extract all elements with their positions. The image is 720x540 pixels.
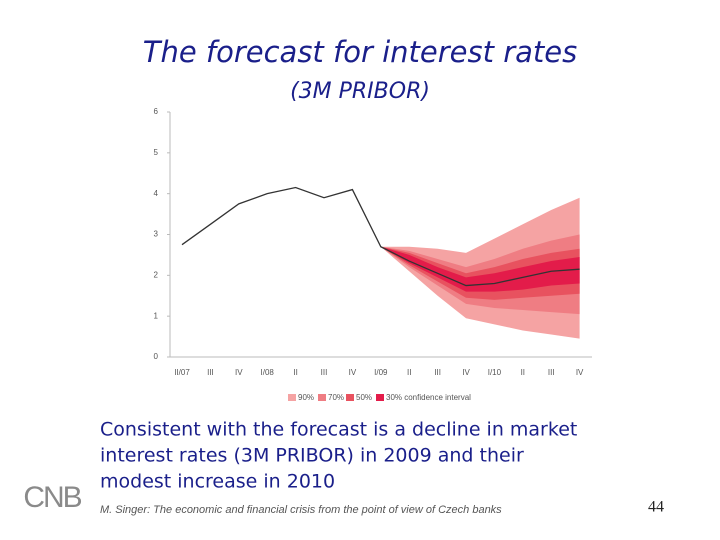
x-tick-label: IV bbox=[576, 368, 584, 377]
x-tick-label: III bbox=[434, 368, 441, 377]
body-text: Consistent with the forecast is a declin… bbox=[100, 419, 577, 441]
legend-label: 50% bbox=[356, 393, 372, 402]
forecast-line bbox=[181, 186, 580, 287]
legend-label: 90% bbox=[298, 393, 314, 402]
x-tick-label: IV bbox=[235, 368, 243, 377]
logo: CNB bbox=[23, 481, 81, 514]
confidence-band bbox=[380, 246, 580, 292]
x-tick-label: I/09 bbox=[374, 368, 388, 377]
footer: M. Singer: The economic and financial cr… bbox=[100, 504, 502, 516]
x-tick-label: II bbox=[407, 368, 411, 377]
x-tick-label: II bbox=[293, 368, 297, 377]
x-tick-label: III bbox=[548, 368, 555, 377]
page-number: 44 bbox=[648, 499, 664, 516]
y-tick-label: 0 bbox=[154, 352, 159, 361]
legend-swatch bbox=[376, 394, 384, 401]
body-text: modest increase in 2010 bbox=[100, 471, 335, 493]
y-tick-label: 6 bbox=[154, 107, 159, 116]
x-tick-label: III bbox=[321, 368, 328, 377]
body-text: interest rates (3M PRIBOR) in 2009 and t… bbox=[100, 445, 524, 467]
x-tick-label: II/07 bbox=[174, 368, 190, 377]
legend-swatch bbox=[318, 394, 326, 401]
y-tick-label: 5 bbox=[154, 148, 159, 157]
x-tick-label: II bbox=[521, 368, 525, 377]
x-tick-label: III bbox=[207, 368, 214, 377]
legend-swatch bbox=[288, 394, 296, 401]
y-tick-label: 2 bbox=[154, 270, 159, 279]
x-tick-label: IV bbox=[349, 368, 357, 377]
x-tick-label: IV bbox=[462, 368, 470, 377]
y-tick-label: 4 bbox=[154, 189, 159, 198]
x-tick-label: I/10 bbox=[488, 368, 502, 377]
legend-swatch bbox=[346, 394, 354, 401]
slide-title: The forecast for interest rates bbox=[143, 35, 578, 69]
slide-subtitle: (3M PRIBOR) bbox=[290, 79, 430, 104]
legend-label: 30% confidence interval bbox=[386, 393, 471, 402]
y-tick-label: 3 bbox=[154, 230, 159, 239]
legend-label: 70% bbox=[328, 393, 344, 402]
y-tick-label: 1 bbox=[154, 311, 159, 320]
x-tick-label: I/08 bbox=[261, 368, 275, 377]
